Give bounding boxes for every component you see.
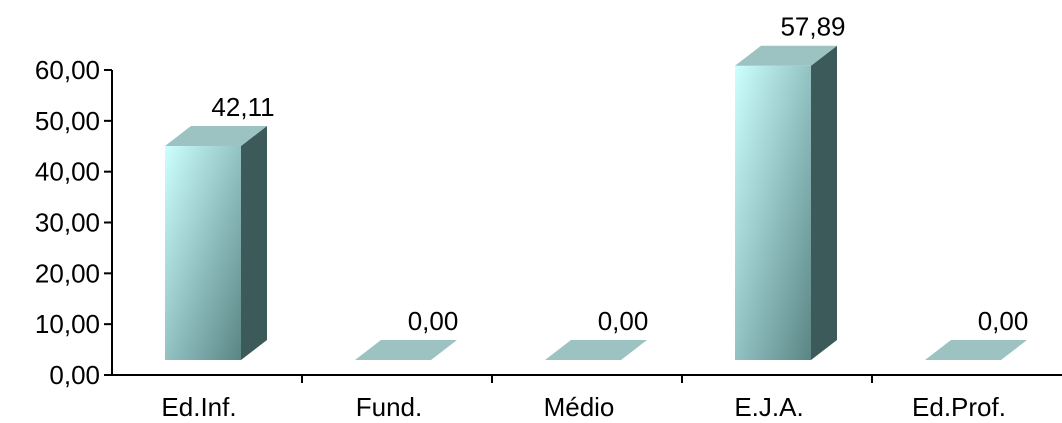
y-tick-label: 0,00 (49, 360, 100, 390)
x-category-label: Ed.Prof. (912, 392, 1006, 422)
bar-5 (925, 340, 1027, 360)
data-label: 0,00 (408, 306, 459, 336)
bar-2 (355, 340, 457, 360)
bar-top-face (545, 340, 647, 360)
data-label: 0,00 (978, 306, 1029, 336)
chart-axes (104, 69, 1062, 383)
y-tick-label: 30,00 (35, 208, 100, 238)
y-tick-label: 20,00 (35, 258, 100, 288)
x-category-label: E.J.A. (734, 392, 803, 422)
chart-bars (165, 45, 1027, 361)
bar-front-face (165, 145, 241, 360)
y-tick-label: 50,00 (35, 106, 100, 136)
data-label: 0,00 (598, 306, 649, 336)
bar-top-face (355, 340, 457, 360)
bar-top-face (925, 340, 1027, 360)
y-tick-label: 60,00 (35, 55, 100, 85)
bar-1 (165, 125, 267, 361)
bar-front-face (735, 65, 811, 360)
bar-4 (735, 45, 837, 361)
x-category-label: Ed.Inf. (161, 392, 236, 422)
bar-top-face (735, 45, 837, 66)
x-category-label: Médio (544, 392, 615, 422)
y-tick-label: 10,00 (35, 309, 100, 339)
data-label: 57,89 (780, 12, 845, 42)
x-category-label: Fund. (356, 392, 423, 422)
y-tick-label: 40,00 (35, 157, 100, 187)
chart-labels: 0,00 10,00 20,00 30,00 40,00 50,00 60,00 42,11 E… (35, 12, 1028, 422)
bar-side-face (241, 125, 267, 361)
bar-top-face (165, 125, 267, 146)
bar-3 (545, 340, 647, 360)
bar-side-face (811, 45, 837, 361)
data-label: 42,11 (211, 92, 274, 122)
